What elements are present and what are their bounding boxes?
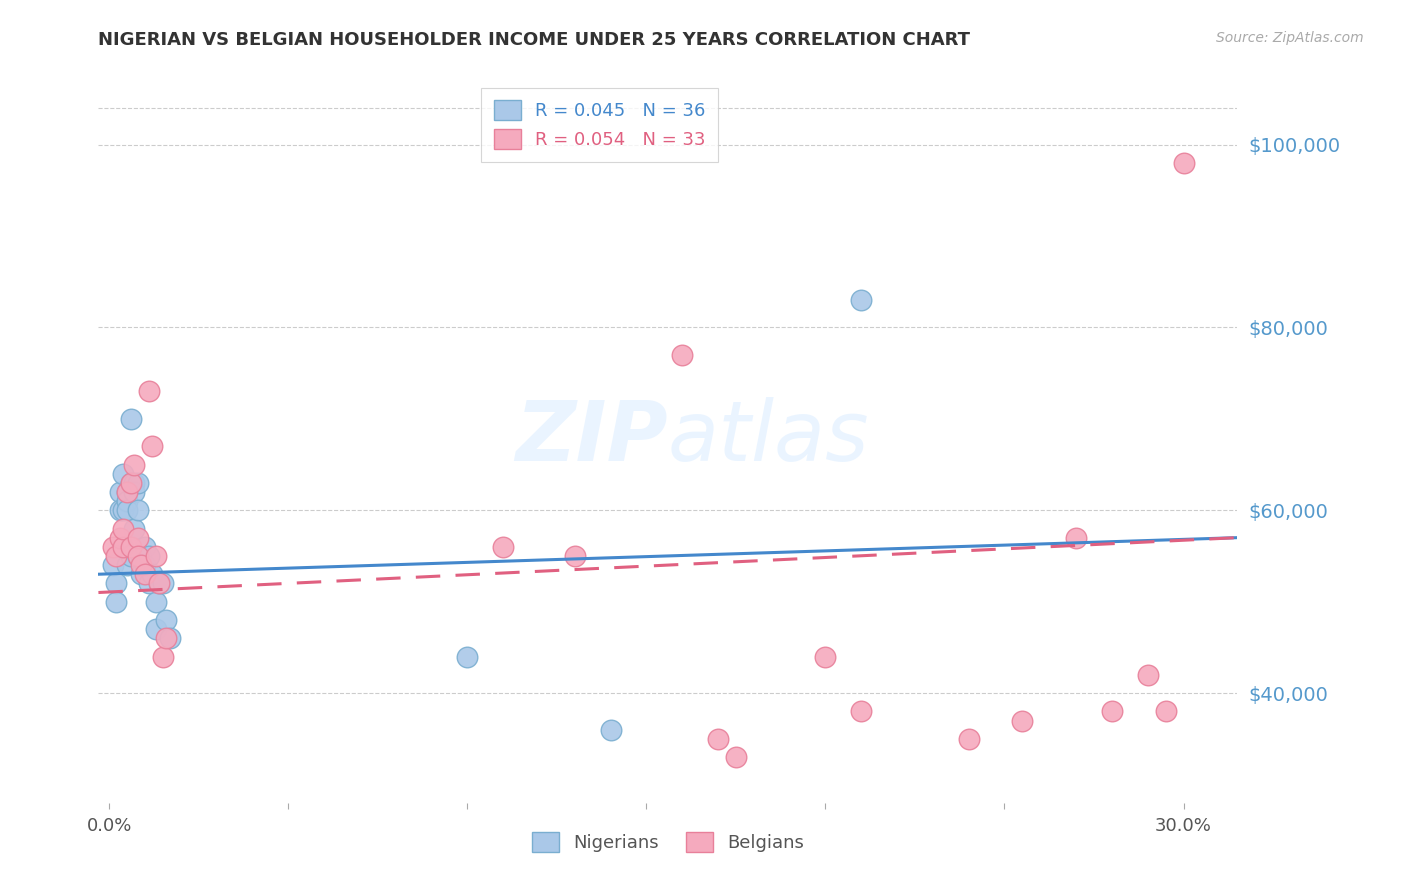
- Point: [148, 576, 170, 591]
- Point: [120, 540, 142, 554]
- Point: [957, 731, 980, 746]
- Point: [127, 503, 149, 517]
- Point: [127, 549, 149, 563]
- Point: [134, 558, 156, 573]
- Point: [120, 411, 142, 425]
- Point: [145, 622, 167, 636]
- Point: [155, 613, 177, 627]
- Point: [101, 540, 124, 554]
- Point: [851, 293, 873, 307]
- Point: [120, 549, 142, 563]
- Point: [108, 531, 131, 545]
- Point: [115, 494, 138, 508]
- Point: [851, 704, 873, 718]
- Legend: Nigerians, Belgians: Nigerians, Belgians: [524, 825, 811, 860]
- Point: [152, 576, 174, 591]
- Point: [145, 549, 167, 563]
- Point: [112, 540, 135, 554]
- Point: [101, 558, 124, 573]
- Text: NIGERIAN VS BELGIAN HOUSEHOLDER INCOME UNDER 25 YEARS CORRELATION CHART: NIGERIAN VS BELGIAN HOUSEHOLDER INCOME U…: [98, 31, 970, 49]
- Point: [105, 549, 128, 563]
- Point: [108, 484, 131, 499]
- Point: [131, 558, 153, 573]
- Point: [138, 576, 160, 591]
- Point: [707, 731, 730, 746]
- Point: [456, 649, 478, 664]
- Point: [115, 484, 138, 499]
- Point: [564, 549, 586, 563]
- Point: [122, 458, 145, 472]
- Point: [112, 467, 135, 481]
- Point: [134, 567, 156, 582]
- Point: [1064, 531, 1087, 545]
- Point: [155, 631, 177, 645]
- Point: [115, 484, 138, 499]
- Point: [599, 723, 621, 737]
- Point: [1173, 155, 1195, 169]
- Point: [131, 549, 153, 563]
- Point: [105, 576, 128, 591]
- Text: ZIP: ZIP: [515, 397, 668, 477]
- Point: [127, 475, 149, 490]
- Point: [127, 549, 149, 563]
- Point: [134, 540, 156, 554]
- Point: [122, 521, 145, 535]
- Point: [127, 531, 149, 545]
- Point: [671, 348, 693, 362]
- Text: Source: ZipAtlas.com: Source: ZipAtlas.com: [1216, 31, 1364, 45]
- Point: [492, 540, 515, 554]
- Point: [105, 594, 128, 608]
- Point: [145, 594, 167, 608]
- Point: [115, 503, 138, 517]
- Point: [122, 475, 145, 490]
- Point: [1136, 667, 1159, 681]
- Point: [112, 503, 135, 517]
- Text: atlas: atlas: [668, 397, 869, 477]
- Point: [120, 475, 142, 490]
- Point: [1011, 714, 1033, 728]
- Point: [108, 503, 131, 517]
- Point: [138, 384, 160, 399]
- Point: [724, 750, 747, 764]
- Point: [115, 558, 138, 573]
- Point: [148, 576, 170, 591]
- Point: [112, 521, 135, 535]
- Point: [120, 475, 142, 490]
- Point: [138, 549, 160, 563]
- Point: [1101, 704, 1123, 718]
- Point: [141, 439, 163, 453]
- Point: [141, 567, 163, 582]
- Point: [122, 484, 145, 499]
- Point: [152, 649, 174, 664]
- Point: [131, 567, 153, 582]
- Point: [159, 631, 181, 645]
- Point: [814, 649, 837, 664]
- Point: [1154, 704, 1177, 718]
